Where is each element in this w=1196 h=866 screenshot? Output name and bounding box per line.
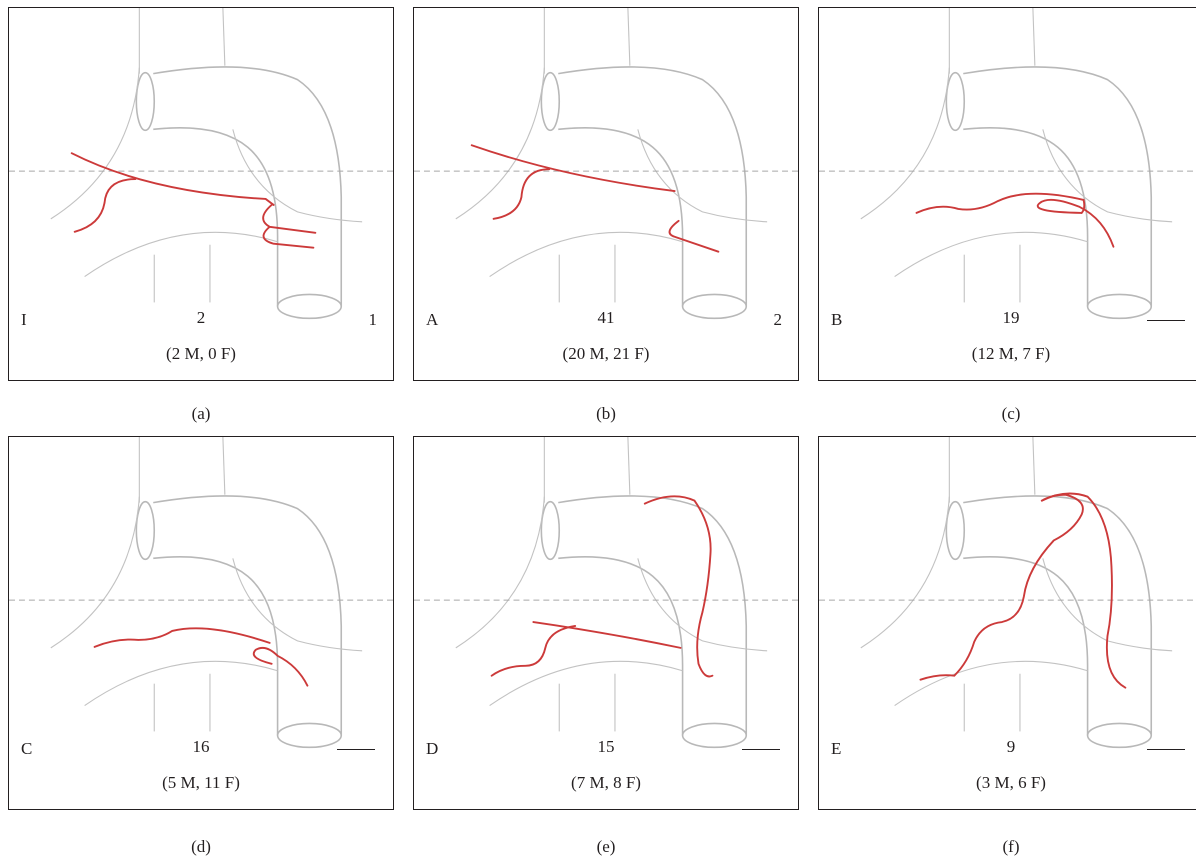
corner-number: 1 [368, 310, 378, 329]
caption-c: (c) [1001, 404, 1021, 423]
panel-d: C 16 (5 M, 11 F) [8, 436, 394, 810]
vessel-path-b-loop [668, 219, 720, 253]
vessel-path-a-loop [262, 203, 317, 234]
anatomy-diagram-d [8, 436, 394, 749]
count-label: 15 [597, 737, 615, 756]
sex-breakdown: (20 M, 21 F) [562, 344, 650, 363]
corner-number: 2 [773, 310, 783, 329]
panel-f: E 9 (3 M, 6 F) [818, 436, 1196, 810]
vessel-path-a-branch [73, 178, 137, 233]
panel-a: I 2 (2 M, 0 F) 1 [8, 7, 394, 381]
anatomy-diagram-a [8, 7, 394, 320]
scale-bar [742, 749, 780, 750]
count-label: 41 [597, 308, 615, 327]
sex-breakdown: (3 M, 6 F) [976, 773, 1046, 792]
vessel-path-e-main [532, 621, 682, 649]
vessel-path-e-arch [643, 495, 714, 678]
vessel-path-b-branch [492, 168, 551, 220]
caption-e: (e) [596, 837, 616, 856]
anatomy-diagram-c [818, 7, 1196, 320]
vessel-path-a-loop2 [262, 225, 315, 249]
sex-breakdown: (5 M, 11 F) [162, 773, 240, 792]
vessel-path-f-main [919, 493, 1084, 681]
scale-bar [1147, 749, 1185, 750]
caption-b: (b) [596, 404, 616, 423]
anatomy-diagram-b [413, 7, 799, 320]
vessel-path-c-main [915, 192, 1086, 214]
scale-bar [1147, 320, 1185, 321]
anatomy-diagram-f [818, 436, 1196, 749]
count-label: 19 [1002, 308, 1020, 327]
count-label: 16 [192, 737, 210, 756]
vessel-path-c-loop [1036, 198, 1115, 248]
type-label: D [426, 739, 439, 758]
caption-d: (d) [191, 837, 211, 856]
type-label: I [21, 310, 27, 329]
type-label: E [831, 739, 842, 758]
type-label: C [21, 739, 33, 758]
vessel-path-f-arch [1040, 492, 1127, 689]
anatomy-diagram-e [413, 436, 799, 749]
vessel-path-d-loop [252, 646, 309, 687]
scale-bar [337, 749, 375, 750]
sex-breakdown: (2 M, 0 F) [166, 344, 236, 363]
sex-breakdown: (12 M, 7 F) [971, 344, 1051, 363]
count-label: 9 [1006, 737, 1016, 756]
caption-f: (f) [1002, 837, 1020, 856]
vessel-path-a-main [70, 152, 275, 206]
vessel-path-e-branch [490, 625, 577, 677]
vessel-path-d-main [93, 627, 271, 648]
count-label: 2 [196, 308, 206, 327]
type-label: B [831, 310, 843, 329]
panel-c: B 19 (12 M, 7 F) [818, 7, 1196, 381]
panel-b: A 41 (20 M, 21 F) 2 [413, 7, 799, 381]
vessel-path-b-main [470, 144, 676, 192]
type-label: A [426, 310, 439, 329]
sex-breakdown: (7 M, 8 F) [571, 773, 641, 792]
caption-a: (a) [191, 404, 211, 423]
panel-e: D 15 (7 M, 8 F) [413, 436, 799, 810]
